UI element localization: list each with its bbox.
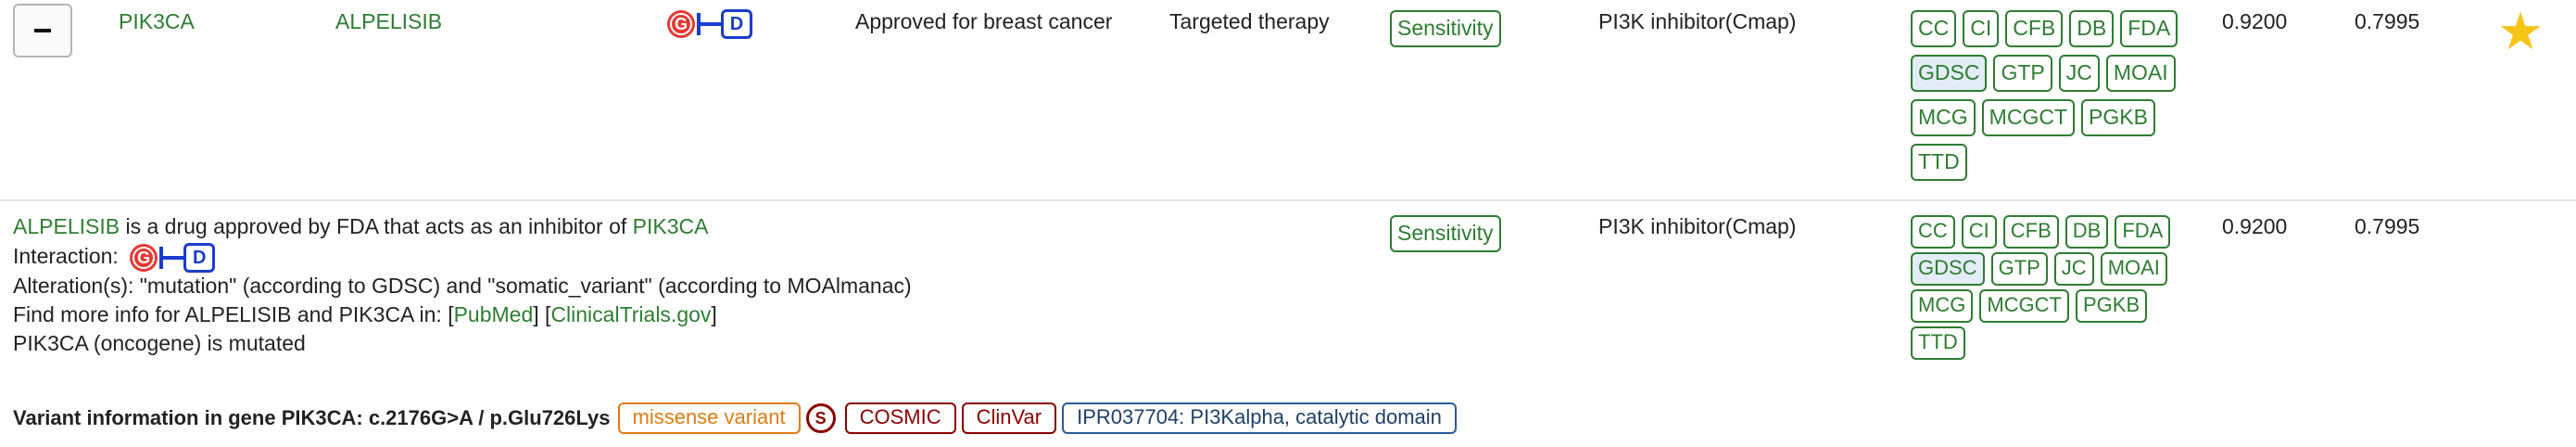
- database-tag-cc[interactable]: CC: [1911, 10, 1957, 47]
- detail-drug-link[interactable]: ALPELISIB: [13, 214, 120, 238]
- detail-database-tags: CC CI CFB DB FDA GDSC GTP JC MOAI MCG MCGCT PGKB TTD: [1911, 215, 2189, 360]
- score-2: 0.7995: [2355, 9, 2420, 33]
- detail-score-1: 0.9200: [2222, 214, 2288, 238]
- response-badge: Sensitivity: [1390, 10, 1501, 47]
- approval-status: Approved for breast cancer: [855, 9, 1113, 33]
- database-tag-jc[interactable]: JC: [2053, 252, 2094, 286]
- database-tag-mcgct[interactable]: MCGCT: [1981, 99, 2075, 136]
- gene-badge-icon: G: [130, 243, 158, 272]
- database-tag-gdsc[interactable]: GDSC: [1911, 252, 1985, 286]
- more-info-prefix: Find more info for ALPELISIB and PIK3CA …: [13, 302, 454, 326]
- description-text: is a drug approved by FDA that acts as a…: [120, 214, 633, 238]
- database-tag-pgkb[interactable]: PGKB: [2081, 99, 2155, 136]
- interaction-line: Interaction: G D: [13, 242, 216, 273]
- interaction-label: Interaction:: [13, 244, 119, 268]
- cosmic-tag[interactable]: COSMIC: [844, 402, 956, 434]
- mutation-status: PIK3CA (oncogene) is mutated: [13, 331, 306, 355]
- detail-interaction-icon: G D: [130, 242, 216, 273]
- drug-link[interactable]: ALPELISIB: [335, 9, 443, 33]
- inhibition-connector-icon: [158, 244, 184, 272]
- detail-gene-link[interactable]: PIK3CA: [632, 214, 709, 238]
- therapy-type: Targeted therapy: [1169, 9, 1330, 33]
- star-icon[interactable]: ★: [2497, 2, 2544, 60]
- database-tag-cfb[interactable]: CFB: [2005, 10, 2064, 47]
- mechanism-of-action: PI3K inhibitor(Cmap): [1598, 9, 1797, 33]
- protein-domain-tag[interactable]: IPR037704: PI3Kalpha, catalytic domain: [1062, 402, 1457, 434]
- detail-mechanism-of-action: PI3K inhibitor(Cmap): [1598, 214, 1797, 238]
- inhibition-connector-icon: [695, 10, 721, 38]
- drug-description: ALPELISIB is a drug approved by FDA that…: [13, 212, 709, 240]
- gene-badge-icon: G: [667, 10, 695, 38]
- database-tag-mcgct[interactable]: MCGCT: [1979, 289, 2069, 323]
- consequence-tag[interactable]: missense variant: [617, 402, 801, 434]
- database-tag-cc[interactable]: CC: [1911, 215, 1955, 249]
- database-tag-ttd[interactable]: TTD: [1911, 144, 1967, 181]
- database-tag-fda[interactable]: FDA: [2120, 10, 2178, 47]
- detail-response-badge: Sensitivity: [1390, 215, 1501, 252]
- clinicaltrials-link[interactable]: ClinicalTrials.gov: [550, 302, 712, 326]
- clinvar-tag[interactable]: ClinVar: [961, 402, 1057, 434]
- database-tag-pgkb[interactable]: PGKB: [2075, 289, 2148, 323]
- database-tag-ci[interactable]: CI: [1961, 215, 1997, 249]
- more-info-line: Find more info for ALPELISIB and PIK3CA …: [13, 300, 717, 328]
- collapse-button[interactable]: [13, 4, 72, 57]
- row-divider: [0, 199, 2576, 201]
- database-tag-gtp[interactable]: GTP: [1993, 55, 2052, 92]
- interaction-icon: G D: [667, 9, 752, 39]
- database-tag-ttd[interactable]: TTD: [1911, 326, 1965, 360]
- variant-label: Variant information in gene PIK3CA: c.21…: [13, 406, 611, 429]
- more-info-suffix: ]: [711, 302, 717, 326]
- database-tag-fda[interactable]: FDA: [2115, 215, 2171, 249]
- database-tag-db[interactable]: DB: [2069, 10, 2115, 47]
- database-tags: CC CI CFB DB FDA GDSC GTP JC MOAI MCG MCGCT PGKB TTD: [1911, 10, 2189, 181]
- s-badge-icon: S: [805, 403, 836, 433]
- drug-badge-icon: D: [183, 242, 216, 273]
- database-tag-cfb[interactable]: CFB: [2002, 215, 2059, 249]
- detail-score-2: 0.7995: [2355, 214, 2420, 238]
- database-tag-mcg[interactable]: MCG: [1911, 289, 1974, 323]
- alteration-text: Alteration(s): "mutation" (according to …: [13, 274, 912, 298]
- database-tag-ci[interactable]: CI: [1963, 10, 2000, 47]
- database-tag-gtp[interactable]: GTP: [1990, 252, 2048, 286]
- database-tag-moai[interactable]: MOAI: [2105, 55, 2176, 92]
- database-tag-db[interactable]: DB: [2065, 215, 2109, 249]
- database-tag-jc[interactable]: JC: [2058, 55, 2100, 92]
- database-tag-gdsc[interactable]: GDSC: [1911, 55, 1988, 92]
- minus-icon: [34, 29, 51, 32]
- pubmed-link[interactable]: PubMed: [453, 302, 534, 326]
- score-1: 0.9200: [2222, 9, 2288, 33]
- database-tag-mcg[interactable]: MCG: [1911, 99, 1976, 136]
- variant-info: Variant information in gene PIK3CA: c.21…: [13, 402, 1462, 434]
- gene-link[interactable]: PIK3CA: [119, 9, 195, 33]
- database-tag-moai[interactable]: MOAI: [2100, 252, 2167, 286]
- drug-badge-icon: D: [721, 9, 752, 39]
- more-info-separator: ] [: [533, 302, 551, 326]
